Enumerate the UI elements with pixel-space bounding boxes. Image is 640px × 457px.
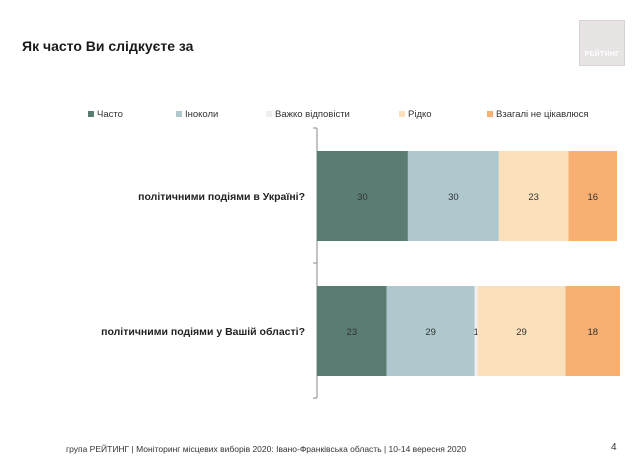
legend-label: Важко відповісти xyxy=(275,108,350,120)
legend-swatch xyxy=(176,111,182,117)
data-label: 23 xyxy=(528,192,539,203)
bar-segment xyxy=(474,286,478,376)
legend-label: Рідко xyxy=(408,108,432,120)
bar-segment xyxy=(386,286,475,376)
data-label: 1 xyxy=(473,327,478,338)
bar-segment xyxy=(477,286,566,376)
data-label: 30 xyxy=(448,192,459,203)
page-number: 4 xyxy=(611,442,617,453)
legend-label: Взагалі не цікавлюся xyxy=(496,108,589,120)
rating-logo: РЕЙТИНГ xyxy=(579,20,625,66)
legend-swatch xyxy=(487,111,493,117)
category-label: політичними подіями в Україні? xyxy=(138,191,305,203)
footer-text: група РЕЙТИНГ | Моніторинг місцевих вибо… xyxy=(66,444,467,454)
legend-swatch xyxy=(399,111,405,117)
data-label: 18 xyxy=(587,327,598,338)
legend-swatch xyxy=(88,111,94,117)
legend-item: Важко відповісти xyxy=(266,109,399,120)
data-label: 30 xyxy=(357,192,368,203)
legend-item: Іноколи xyxy=(176,109,266,120)
legend-item: Рідко xyxy=(399,109,487,120)
legend-label: Іноколи xyxy=(185,108,219,120)
bar-segment xyxy=(568,151,617,241)
bar-segment xyxy=(317,151,408,241)
legend-item: Часто xyxy=(88,109,176,120)
bar-segment xyxy=(407,151,499,241)
data-label: 23 xyxy=(347,327,358,338)
logo-text: РЕЙТИНГ xyxy=(584,51,620,58)
legend-label: Часто xyxy=(97,108,123,120)
bar-segment xyxy=(565,286,621,376)
legend-item: Взагалі не цікавлюся xyxy=(487,109,607,120)
legend-swatch xyxy=(266,111,272,117)
data-label: 29 xyxy=(425,327,436,338)
chart-legend: Часто Іноколи Важко відповісти Рідко Взагалі… xyxy=(88,107,607,121)
data-label: 29 xyxy=(516,327,527,338)
page-title: Як часто Ви слідкуєте за xyxy=(22,38,194,54)
data-label: 16 xyxy=(587,192,598,203)
bar-segment xyxy=(317,286,387,376)
category-label: політичними подіями у Вашій області? xyxy=(101,326,305,338)
bar-segment xyxy=(498,151,569,241)
